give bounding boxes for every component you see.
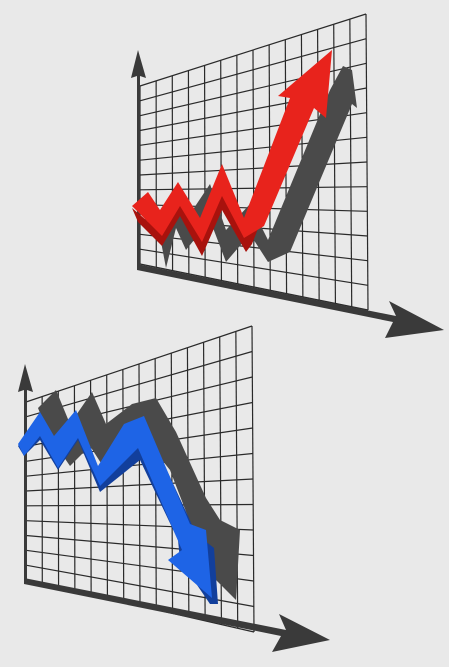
grid-horizontal-line (25, 452, 253, 477)
grid-horizontal-line (139, 263, 369, 311)
grid-horizontal-line (25, 325, 253, 403)
upper-chart (131, 13, 444, 338)
lower-y-axis-arrow-icon (18, 364, 33, 582)
upper-y-axis-arrow-icon (131, 50, 146, 266)
lower-arrow-face (18, 410, 212, 598)
upper-x-axis-arrow-icon (137, 264, 444, 338)
grid-horizontal-line (25, 350, 253, 418)
grid-horizontal-line (139, 248, 368, 286)
upper-arrow-face (132, 50, 332, 242)
grid-horizontal-line (139, 161, 368, 176)
grid-horizontal-line (139, 38, 367, 102)
grid-horizontal-line (25, 503, 254, 507)
grid-horizontal-line (139, 13, 367, 87)
grid-horizontal-line (139, 233, 368, 262)
grid-horizontal-line (25, 478, 254, 492)
lower-x-axis-arrow-icon (24, 578, 330, 652)
lower-chart (18, 325, 330, 652)
